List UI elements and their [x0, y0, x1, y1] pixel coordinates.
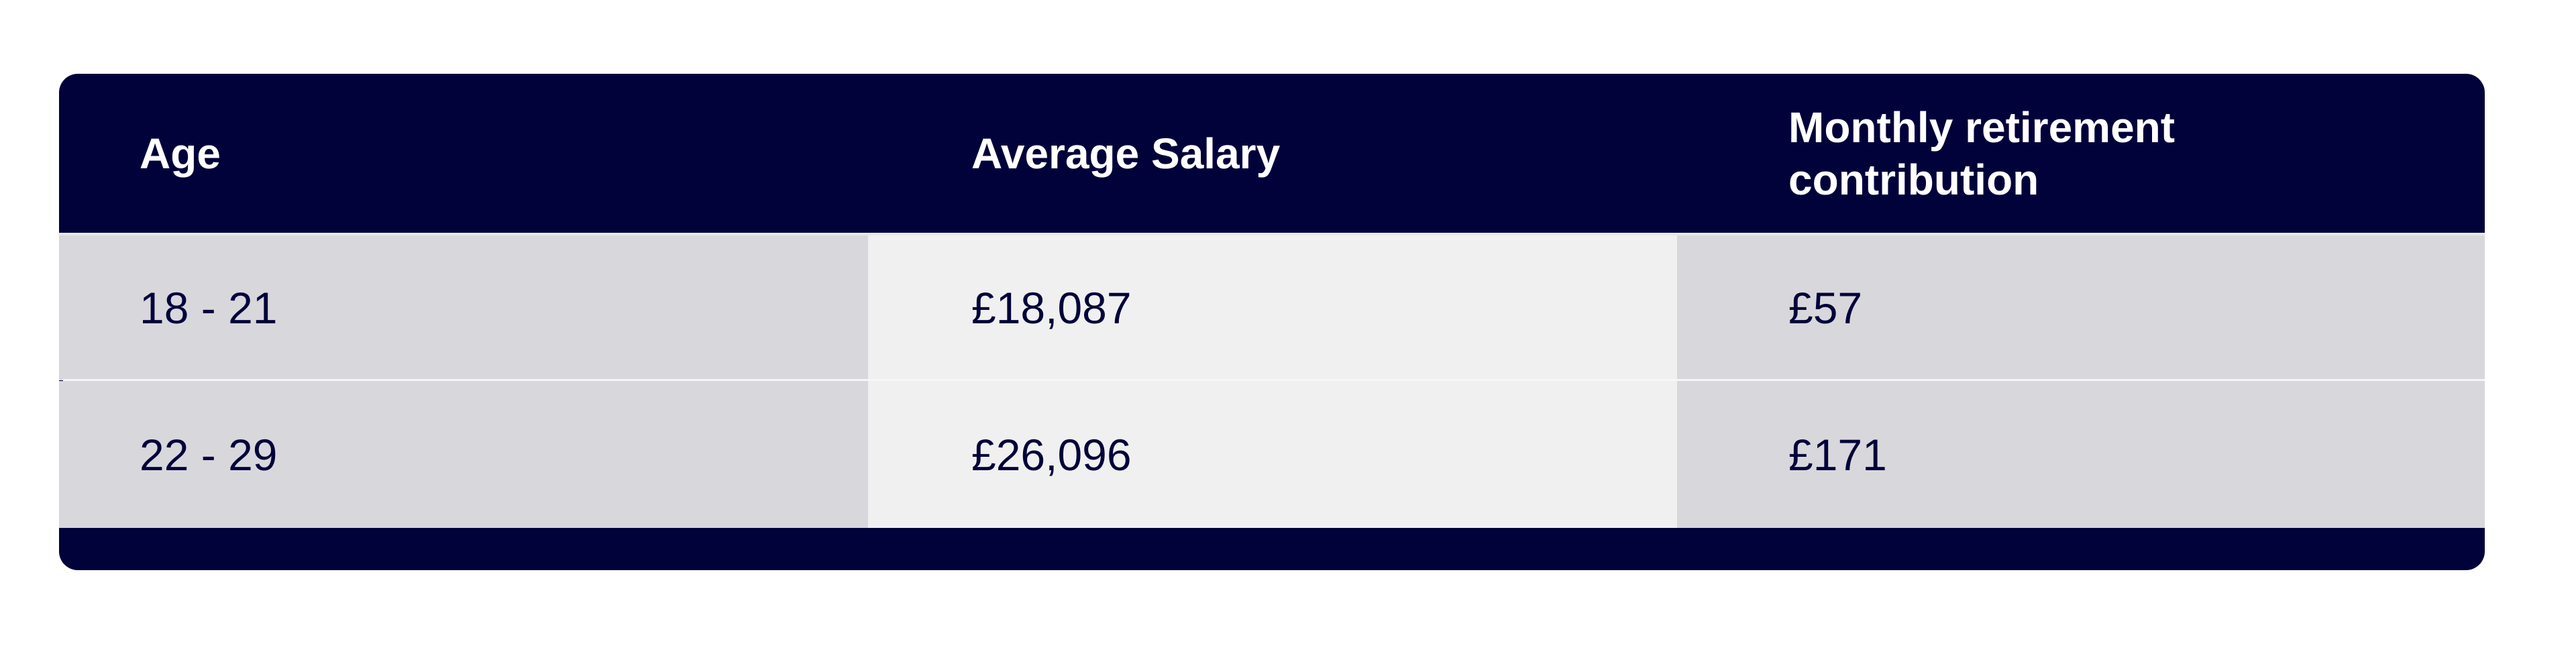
cell-salary: £18,087 — [971, 283, 1132, 333]
table-header: Age Average Salary Monthly retirement co… — [59, 74, 2485, 233]
table-row: 18 - 21 £18,087 £57 — [59, 235, 2485, 380]
row-divider — [63, 379, 2485, 381]
cell-salary: £26,096 — [971, 429, 1132, 480]
cell-contribution: £57 — [1788, 283, 1863, 333]
cell-age: 18 - 21 — [140, 283, 278, 333]
header-average-salary: Average Salary — [971, 129, 1281, 178]
cell-contribution: £171 — [1788, 429, 1887, 480]
header-divider — [59, 233, 2485, 235]
cell-age: 22 - 29 — [140, 429, 278, 480]
header-monthly-contribution: Monthly retirement contribution — [1788, 103, 2176, 204]
table-row: 22 - 29 £26,096 £171 — [59, 381, 2485, 528]
salary-table: Age Average Salary Monthly retirement co… — [59, 74, 2485, 570]
header-age: Age — [140, 129, 221, 178]
